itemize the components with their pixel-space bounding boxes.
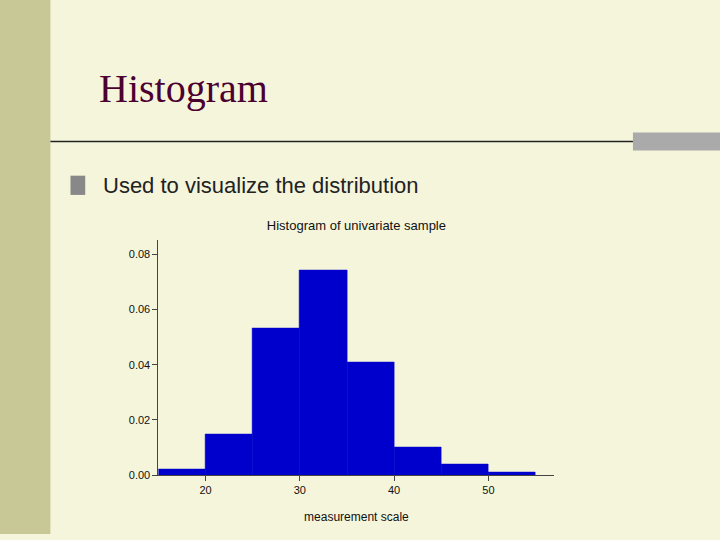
svg-text:40: 40	[388, 484, 400, 496]
svg-text:Histogram: Histogram	[99, 66, 268, 111]
svg-text:30: 30	[294, 484, 306, 496]
svg-text:0.08: 0.08	[129, 248, 150, 260]
svg-text:0.06: 0.06	[129, 303, 150, 315]
svg-text:0.04: 0.04	[129, 359, 150, 371]
svg-text:0.00: 0.00	[129, 469, 150, 481]
svg-text:50: 50	[482, 484, 494, 496]
svg-text:measurement scale: measurement scale	[304, 510, 409, 524]
svg-text:0.02: 0.02	[129, 414, 150, 426]
svg-text:Used to visualize the distribu: Used to visualize the distribution	[103, 173, 419, 198]
svg-text:20: 20	[199, 484, 211, 496]
svg-text:Histogram of univariate sample: Histogram of univariate sample	[267, 218, 446, 233]
